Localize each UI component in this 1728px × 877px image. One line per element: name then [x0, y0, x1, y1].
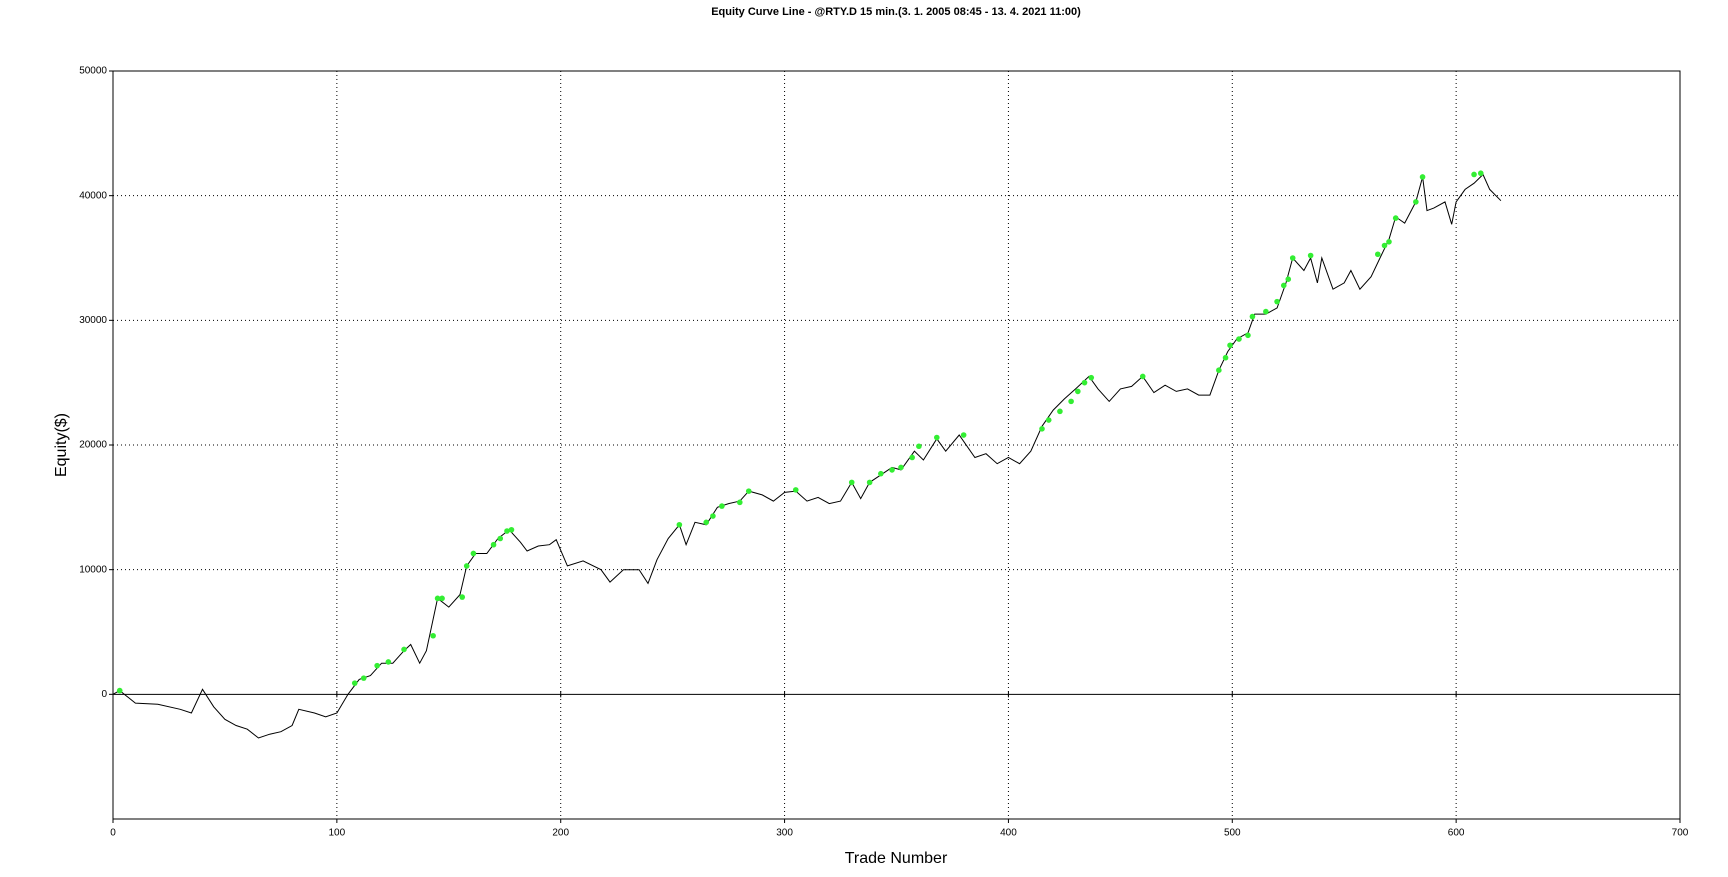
new-high-marker [703, 519, 710, 526]
new-high-marker [960, 432, 967, 438]
new-high-marker [1068, 398, 1074, 405]
new-high-marker [504, 528, 510, 534]
new-high-marker [116, 687, 123, 694]
new-high-marker [1477, 170, 1484, 177]
new-high-marker [878, 470, 884, 477]
plot-frame [112, 70, 1681, 820]
new-high-marker [737, 499, 743, 506]
new-high-marker [916, 443, 922, 450]
new-high-marker [1307, 252, 1314, 259]
x-tick-label: 100 [329, 828, 346, 839]
new-high-marker [459, 594, 466, 600]
new-high-marker [1057, 408, 1063, 415]
new-high-marker [430, 632, 436, 639]
x-axis-label: Trade Number [845, 850, 948, 867]
x-tick-label: 400 [1000, 828, 1017, 839]
new-high-marker [1236, 336, 1242, 342]
new-high-marker [439, 595, 445, 602]
y-tick-label: 50000 [79, 66, 107, 77]
x-tick-label: 200 [552, 828, 569, 839]
new-high-marker [434, 595, 441, 602]
new-high-marker [710, 513, 716, 519]
new-high-marker [463, 563, 470, 569]
new-high-marker [1139, 373, 1146, 380]
new-high-marker [351, 680, 358, 686]
new-high-marker [676, 521, 683, 528]
new-high-marker [1222, 354, 1229, 361]
y-tick-label: 10000 [79, 564, 107, 575]
y-axis-label: Equity($) [53, 413, 70, 477]
y-tick-label: 0 [101, 689, 107, 700]
y-tick-label: 30000 [79, 315, 107, 326]
y-tick-label: 40000 [79, 190, 107, 201]
new-high-marker [1263, 308, 1269, 315]
x-tick-label: 0 [110, 828, 116, 839]
new-high-marker [719, 503, 725, 509]
x-tick-label: 700 [1672, 828, 1689, 839]
new-high-marker [1386, 238, 1392, 245]
y-tick-label: 20000 [79, 440, 107, 451]
new-high-marker [1045, 417, 1052, 423]
new-high-marker [360, 675, 367, 681]
new-high-marker [1413, 199, 1419, 205]
new-high-marker [401, 646, 407, 653]
new-high-marker [1285, 276, 1292, 282]
new-high-marker [889, 467, 895, 473]
new-high-marker [1075, 388, 1081, 395]
new-high-marker [1381, 242, 1388, 249]
x-tick-label: 600 [1448, 828, 1465, 839]
new-high-marker [497, 535, 504, 542]
new-high-marker [745, 488, 752, 494]
new-high-marker [1088, 374, 1095, 381]
chart-title: Equity Curve Line - @RTY.D 15 min.(3. 1.… [711, 6, 1081, 18]
new-high-marker [490, 541, 497, 548]
new-high-marker [1471, 171, 1477, 178]
new-high-marker [1280, 282, 1287, 289]
new-high-marker [1289, 255, 1296, 261]
new-high-marker [508, 526, 515, 533]
new-high-marker [848, 479, 855, 486]
new-high-marker [1374, 251, 1381, 258]
new-high-marker [1392, 215, 1399, 221]
new-high-marker [1419, 174, 1426, 180]
new-high-marker [385, 659, 392, 665]
new-high-marker [1081, 379, 1088, 386]
new-high-marker [1216, 367, 1222, 374]
new-high-marker [792, 487, 799, 493]
new-high-marker [1227, 342, 1233, 349]
new-high-marker [1245, 332, 1251, 339]
x-tick-label: 300 [776, 828, 793, 839]
new-high-marker [1274, 298, 1280, 305]
new-high-marker [1249, 313, 1256, 320]
new-high-marker [898, 464, 904, 471]
new-high-marker [374, 662, 380, 669]
new-high-marker [866, 479, 873, 486]
new-high-marker [933, 434, 940, 441]
new-high-marker [909, 454, 915, 461]
x-tick-label: 500 [1224, 828, 1241, 839]
new-high-marker [470, 550, 477, 557]
new-high-marker [1039, 425, 1045, 432]
